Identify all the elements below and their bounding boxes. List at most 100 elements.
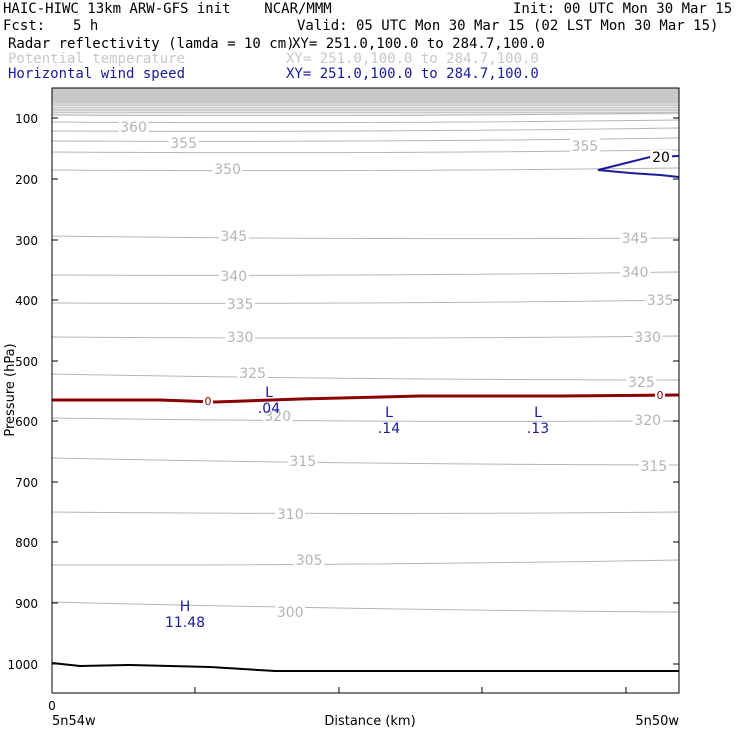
plot-frame [51, 87, 680, 694]
theta-contour-label: 320 [264, 409, 291, 425]
theta-contour-label: 325 [239, 366, 266, 382]
extremum-kind: L [534, 405, 542, 421]
x-axis-label: Distance (km) [324, 714, 415, 729]
theta-label-bg [294, 552, 325, 567]
valid-time: Valid: 05 UTC Mon 30 Mar 15 (02 LST Mon … [297, 18, 719, 34]
x-right-location: 5n50w [635, 714, 679, 729]
theta-label-bg [237, 365, 268, 380]
theta-label-bg [168, 135, 199, 150]
theta-contour-line [51, 601, 680, 613]
fcst-value: 5 h [73, 18, 99, 34]
extremum-kind: L [385, 405, 393, 421]
y-tick-label: 100 [15, 112, 38, 126]
theta-contour-label: 315 [641, 459, 668, 475]
theta-label-bg [275, 506, 306, 521]
fcst-label: Fcst: [3, 18, 46, 34]
theta-label-bg [275, 604, 306, 619]
y-tick-label: 600 [15, 415, 38, 429]
theta-label-bg [620, 230, 651, 245]
reflectivity-contour-label: 0 [657, 389, 664, 402]
theta-label-bg [225, 329, 256, 344]
field-reflectivity-xy: XY= 251.0,100.0 to 284.7,100.0 [292, 36, 545, 52]
theta-contour-label: 345 [622, 231, 649, 247]
extremum-value: .13 [527, 421, 549, 437]
theta-contour-line [51, 457, 680, 466]
theta-contour-line [51, 167, 680, 172]
extremum-value: 11.48 [165, 615, 205, 631]
terrain-path [51, 662, 679, 672]
theta-contour-line [51, 511, 680, 514]
theta-contour-label: 305 [296, 553, 323, 569]
theta-label-bg [632, 329, 663, 344]
y-tick-label: 1000 [7, 658, 38, 672]
theta-contour-line [51, 335, 680, 339]
extremum-kind: L [265, 385, 273, 401]
init-time: Init: 00 UTC Mon 30 Mar 15 [513, 1, 733, 17]
field-theta-xy: XY= 251.0,100.0 to 284.7,100.0 [286, 51, 539, 67]
y-tick-label: 900 [15, 597, 38, 611]
theta-contour-label: 320 [634, 413, 661, 429]
wind-speed-contour: 20 [597, 150, 680, 178]
theta-contour-label: 340 [622, 265, 649, 281]
theta-label-bg [645, 292, 676, 307]
x-tick-label-zero: 0 [48, 699, 56, 713]
y-tick-label: 400 [15, 294, 38, 308]
extremum-value: .14 [378, 421, 400, 437]
reflectivity-label-bg [655, 388, 665, 401]
theta-contour-labels: 360 355 355 350 345 345 340 340 335 335 330 330 325 3… [118, 119, 676, 621]
theta-contour-label: 350 [214, 162, 241, 178]
y-tick-label: 300 [15, 234, 38, 248]
reflectivity-contour-label: 0 [205, 395, 212, 408]
reflectivity-contour-line [52, 393, 680, 404]
theta-contour-label: 340 [220, 269, 247, 285]
theta-contour-line [51, 373, 680, 381]
x-left-location: 5n54w [52, 714, 96, 729]
theta-label-bg [262, 408, 293, 423]
model-top-band [52, 88, 679, 124]
theta-contour-label: 330 [634, 330, 661, 346]
top-band-fill [52, 88, 679, 115]
field-reflectivity-name: Radar reflectivity (lamda = 10 cm) [8, 36, 295, 52]
theta-label-bg [620, 264, 651, 279]
y-tick-label: 700 [15, 476, 38, 490]
extremum-value: .04 [258, 401, 280, 417]
theta-contour-label: 300 [277, 605, 304, 621]
theta-contour-label: 355 [170, 136, 197, 152]
theta-label-bg [218, 228, 249, 243]
theta-contour-label: 325 [628, 375, 655, 391]
theta-contour-label: 335 [647, 293, 674, 309]
field-wind-xy: XY= 251.0,100.0 to 284.7,100.0 [286, 66, 539, 82]
model-title: HAIC-HIWC 13km ARW-GFS init NCAR/MMM [3, 1, 332, 17]
theta-label-bg [225, 296, 256, 311]
theta-label-bg [118, 119, 149, 134]
theta-contours [51, 112, 680, 613]
theta-label-bg [287, 453, 318, 468]
theta-contour-label: 315 [289, 454, 316, 470]
theta-contour-line [51, 271, 680, 276]
theta-label-bg [212, 161, 243, 176]
theta-label-bg [632, 412, 663, 427]
wind-label-bg [650, 150, 672, 164]
field-wind-name: Horizontal wind speed [8, 66, 186, 82]
theta-label-bg [569, 138, 600, 153]
y-tick-label: 800 [15, 536, 38, 550]
y-axis-label: Pressure (hPa) [3, 343, 18, 436]
y-tick-label: 500 [15, 355, 38, 369]
theta-contour-label: 345 [220, 229, 247, 245]
theta-contour-label: 360 [120, 120, 147, 136]
theta-contour-line [51, 417, 680, 422]
theta-contour-label: 310 [277, 507, 304, 523]
theta-contour-label: 330 [227, 330, 254, 346]
y-tick-label: 200 [15, 173, 38, 187]
theta-contour-line [51, 299, 680, 304]
theta-contour-label: 335 [227, 297, 254, 313]
terrain-line [51, 662, 679, 672]
field-theta-name: Potential temperature [8, 51, 186, 67]
theta-contour-line [51, 559, 680, 566]
wind-contour-label: 20 [652, 150, 670, 166]
theta-label-bg [638, 458, 669, 473]
